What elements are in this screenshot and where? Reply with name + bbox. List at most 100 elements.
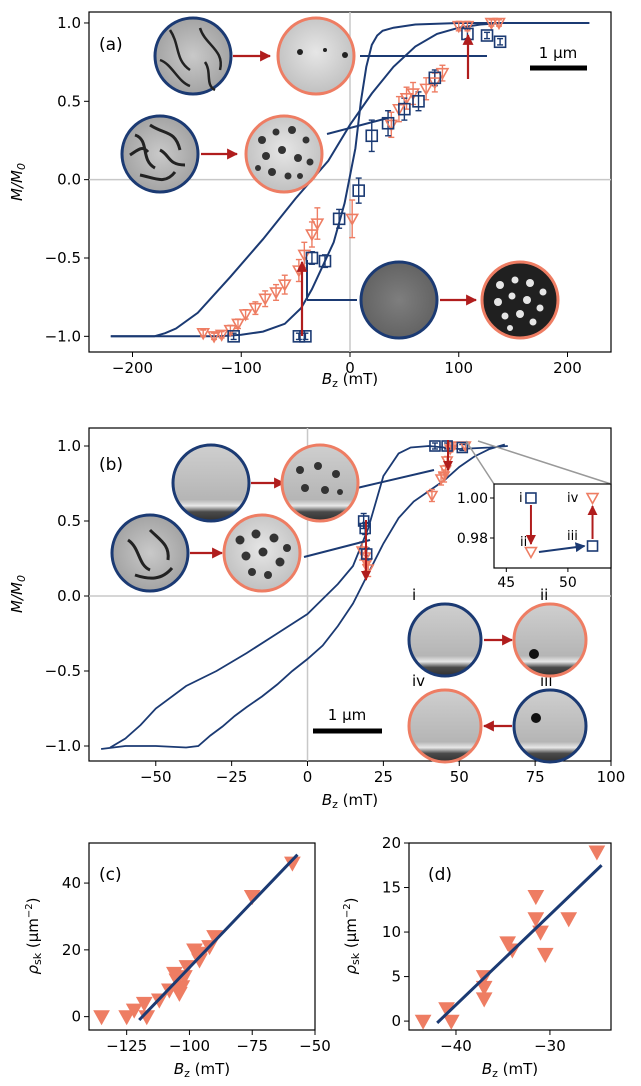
x-axis-label: Bz (mT) (322, 791, 378, 811)
scatter-point (118, 1010, 136, 1026)
triangle-marker (484, 17, 499, 31)
triangle-marker (425, 490, 439, 503)
plot-frame (408, 842, 612, 1031)
scatter-point (135, 996, 153, 1012)
y-tick-label: 1.0 (57, 14, 81, 32)
panel-label: (a) (99, 35, 123, 55)
axis-ticks: −125 −100 −75 −50 0 20 40 (62, 874, 331, 1055)
x-tick-label: 200 (553, 359, 582, 377)
image-connector (326, 117, 389, 135)
scatter-point (560, 912, 578, 928)
square-marker (352, 184, 366, 197)
scatter-point (475, 980, 493, 996)
scatter-point (527, 890, 545, 906)
scatter-point (414, 1014, 432, 1030)
panel-label: (d) (428, 865, 452, 885)
triangle-marker (207, 331, 221, 344)
y-tick-label: −0.5 (45, 249, 81, 267)
scatter-point (173, 980, 191, 996)
x-tick-label: −100 (221, 359, 262, 377)
x-tick-label: −30 (534, 1037, 566, 1055)
inset-triangle-marker (524, 546, 538, 560)
hysteresis-curve (109, 445, 508, 749)
y-tick-label: 0 (71, 1008, 81, 1026)
square-marker (429, 440, 441, 452)
triangle-marker (231, 318, 245, 331)
y-axis-label: ρsk (μm−2) (24, 897, 44, 974)
fit-line (138, 853, 299, 1022)
plot-frame (88, 427, 612, 762)
scatter-point (442, 1014, 460, 1030)
y-tick-label: 0.5 (57, 92, 81, 110)
inset-guide (477, 440, 612, 485)
triangle-marker (446, 441, 460, 453)
x-tick-label: 100 (597, 768, 626, 786)
fit-line (436, 864, 603, 1024)
panel-c: −125 −100 −75 −50 0 20 40 (c) ρsk (μm−2) Bz (m… (24, 842, 331, 1080)
scatter-point (499, 936, 517, 952)
panel-label: (c) (99, 865, 122, 885)
axis-ticks: −40 −30 0 5 10 15 20 (382, 834, 566, 1055)
linear-fit (436, 864, 603, 1024)
image-label-i: i (412, 586, 416, 604)
x-tick-label: 50 (450, 768, 469, 786)
x-tick-label: −40 (440, 1037, 472, 1055)
square-marker (365, 129, 379, 143)
y-tick-label: 0.5 (57, 512, 81, 530)
micrograph-i (407, 602, 483, 678)
panel-b: −50 −25 0 25 50 75 100 −1.0 −0.5 0.0 0.5 1.0 (b) M/… (8, 427, 626, 811)
inset-triangle-marker (585, 492, 600, 506)
square-marker (292, 330, 306, 343)
triangle-marker (406, 88, 420, 101)
axis-ticks: −200 −100 0 100 200 −1.0 −0.5 0.0 0.5 1.0 (45, 14, 582, 377)
y-tick-label: 0.0 (57, 171, 81, 189)
micrograph-pale (171, 443, 251, 523)
inset-point-label: ii (520, 535, 527, 550)
inset-guide (465, 440, 495, 485)
triangle-marker (269, 287, 283, 300)
square-marker (305, 251, 319, 265)
inset-x-tick-label: 50 (559, 575, 577, 591)
micrograph-saturated (276, 16, 356, 96)
y-axis-label: M/M0 (8, 575, 28, 613)
x-tick-label: −50 (299, 1037, 331, 1055)
y-tick-label: 20 (62, 941, 81, 959)
square-marker (227, 330, 240, 343)
x-tick-label: −75 (236, 1037, 268, 1055)
triangle-marker (248, 302, 263, 316)
image-connector (303, 539, 371, 558)
x-axis-label: Bz (mT) (322, 370, 378, 390)
square-marker (381, 116, 395, 130)
scatter-point (527, 912, 545, 928)
x-tick-label: −125 (106, 1037, 147, 1055)
triangle-marker (196, 327, 211, 341)
y-tick-label: 0 (391, 1012, 401, 1030)
scatter-point (532, 925, 549, 941)
scatter-point (475, 992, 493, 1008)
triangle-marker (277, 279, 292, 292)
scatter-point (588, 845, 606, 861)
square-marker (318, 254, 332, 268)
x-tick-label: 25 (374, 768, 393, 786)
square-marker (456, 441, 469, 454)
square-marker (357, 515, 370, 527)
inset-zoom: 45 50 0.98 1.00 i ii iii iv (457, 483, 612, 591)
inset-y-tick-label: 0.98 (457, 531, 488, 547)
inset-point-label: i (519, 491, 523, 506)
x-tick-label: 0 (303, 768, 313, 786)
image-label-iv: iv (412, 672, 425, 690)
x-tick-label: 0 (345, 359, 355, 377)
axis-ticks: −50 −25 0 25 50 75 100 −1.0 −0.5 0.0 0.5 1.0 (45, 437, 626, 786)
data-markers (196, 17, 507, 344)
scatter-point (93, 1010, 110, 1026)
y-tick-label: 15 (382, 879, 401, 897)
x-tick-label: 100 (444, 359, 473, 377)
x-tick-label: −200 (112, 359, 153, 377)
plot-frame (88, 842, 316, 1031)
triangle-marker (355, 546, 369, 558)
triangle-marker (460, 20, 475, 34)
y-tick-label: 20 (382, 834, 401, 852)
scatter-point (125, 1003, 143, 1019)
micrograph-iv (407, 688, 483, 764)
panel-label: (b) (99, 455, 123, 475)
